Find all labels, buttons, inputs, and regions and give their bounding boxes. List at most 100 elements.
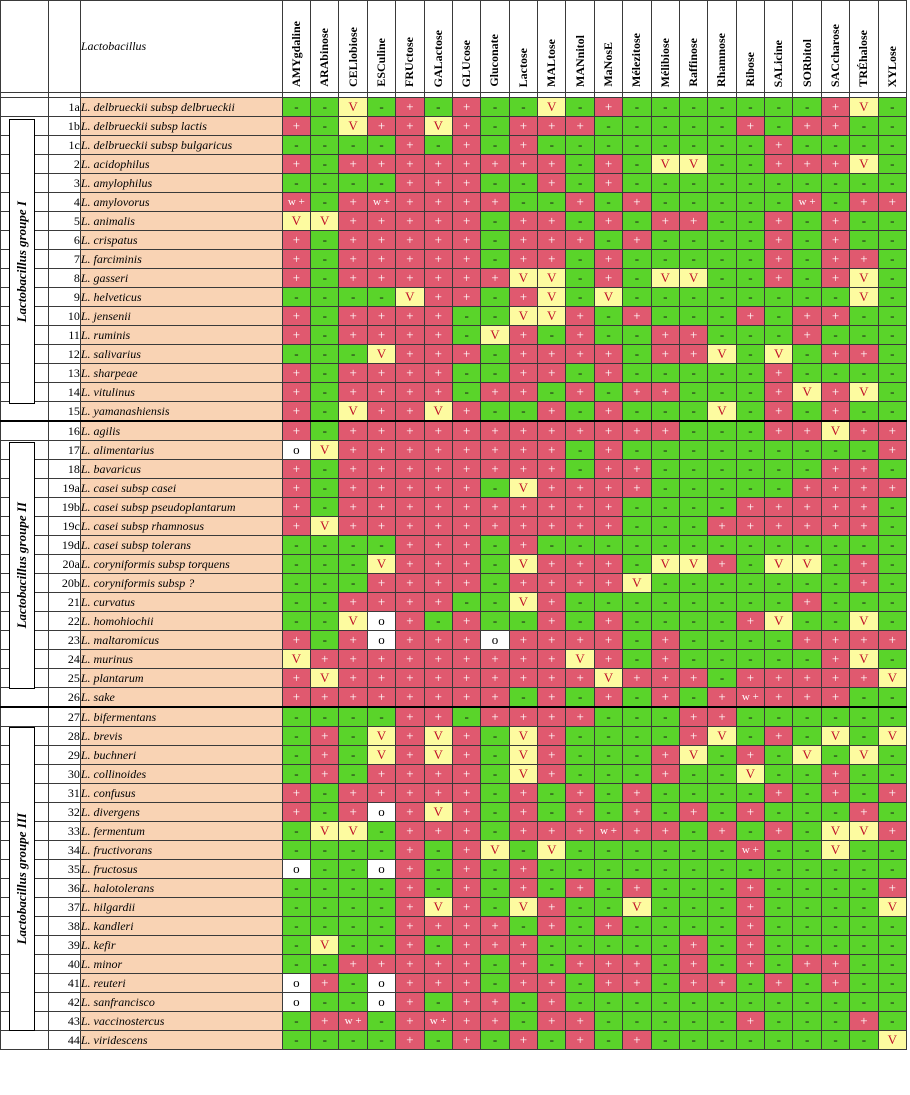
result-cell[interactable]: +	[593, 554, 624, 574]
result-cell[interactable]: -	[764, 954, 794, 974]
result-cell[interactable]: +	[451, 916, 482, 936]
result-cell[interactable]: V	[310, 516, 340, 536]
result-cell[interactable]: -	[650, 97, 680, 117]
result-cell[interactable]: -	[877, 268, 908, 288]
result-cell[interactable]: -	[678, 821, 709, 841]
result-cell[interactable]: V	[423, 401, 453, 422]
column-header[interactable]: ARAbinose	[310, 0, 340, 93]
result-cell[interactable]: +	[451, 420, 482, 441]
result-cell[interactable]: -	[622, 211, 652, 231]
result-cell[interactable]: +	[395, 592, 425, 612]
result-cell[interactable]: -	[707, 954, 737, 974]
result-cell[interactable]: -	[707, 878, 737, 898]
result-cell[interactable]: +	[366, 382, 397, 402]
result-cell[interactable]: -	[310, 401, 340, 422]
result-cell[interactable]: -	[678, 173, 709, 193]
result-cell[interactable]: +	[735, 306, 766, 326]
result-cell[interactable]: -	[735, 440, 766, 460]
result-cell[interactable]: -	[877, 116, 908, 136]
result-cell[interactable]: +	[281, 325, 312, 345]
result-cell[interactable]: -	[877, 649, 908, 669]
result-cell[interactable]: -	[707, 478, 737, 498]
result-cell[interactable]: -	[565, 268, 595, 288]
result-cell[interactable]: -	[508, 916, 539, 936]
result-cell[interactable]: -	[707, 116, 737, 136]
table-row[interactable]: 26 L. sake + + + + + + + + - + - + - + - + w + + + + - -	[0, 687, 908, 708]
result-cell[interactable]: -	[764, 440, 794, 460]
result-cell[interactable]: +	[395, 344, 425, 364]
result-cell[interactable]: V	[537, 268, 567, 288]
result-cell[interactable]: +	[820, 516, 851, 536]
result-cell[interactable]: +	[678, 706, 709, 727]
result-cell[interactable]: -	[423, 97, 453, 117]
result-cell[interactable]: +	[281, 249, 312, 269]
result-cell[interactable]: -	[565, 726, 595, 746]
result-cell[interactable]: -	[877, 764, 908, 784]
result-cell[interactable]: V	[338, 116, 368, 136]
result-cell[interactable]: +	[451, 230, 482, 250]
result-cell[interactable]: -	[735, 726, 766, 746]
result-cell[interactable]: +	[537, 764, 567, 784]
result-cell[interactable]: -	[707, 611, 737, 631]
result-cell[interactable]: +	[764, 135, 794, 155]
result-cell[interactable]: -	[593, 840, 624, 860]
result-cell[interactable]: -	[622, 611, 652, 631]
result-cell[interactable]: -	[480, 116, 510, 136]
table-row[interactable]: 3 L. amylophilus - - - - + + + - - + - + - - - - - - - - - -	[0, 173, 908, 193]
result-cell[interactable]: +	[820, 764, 851, 784]
result-cell[interactable]: -	[593, 1011, 624, 1031]
result-cell[interactable]: +	[707, 554, 737, 574]
result-cell[interactable]: V	[707, 344, 737, 364]
result-cell[interactable]: -	[820, 859, 851, 879]
result-cell[interactable]: -	[650, 287, 680, 307]
result-cell[interactable]: -	[678, 897, 709, 917]
result-cell[interactable]: +	[565, 497, 595, 517]
result-cell[interactable]: +	[451, 249, 482, 269]
result-cell[interactable]: -	[877, 135, 908, 155]
table-row[interactable]: 13 L. sharpeae + - + + + + - - + + - + - - - - - + - - - -	[0, 363, 908, 383]
result-cell[interactable]: +	[678, 344, 709, 364]
result-cell[interactable]: -	[565, 249, 595, 269]
result-cell[interactable]: -	[537, 783, 567, 803]
result-cell[interactable]: -	[338, 992, 368, 1012]
result-cell[interactable]: o	[281, 859, 312, 879]
result-cell[interactable]: +	[451, 630, 482, 650]
result-cell[interactable]: -	[565, 973, 595, 993]
result-cell[interactable]: +	[792, 668, 822, 688]
result-cell[interactable]: o	[281, 992, 312, 1012]
result-cell[interactable]: -	[707, 97, 737, 117]
result-cell[interactable]: +	[423, 592, 453, 612]
result-cell[interactable]: +	[281, 516, 312, 536]
result-cell[interactable]: V	[423, 116, 453, 136]
result-cell[interactable]: -	[565, 173, 595, 193]
result-cell[interactable]: -	[735, 382, 766, 402]
result-cell[interactable]: +	[310, 726, 340, 746]
result-cell[interactable]: -	[707, 573, 737, 593]
table-row[interactable]: 34 L. fructivorans - - - - + - + V - V - - - - - - w + - - V -…	[0, 840, 908, 860]
result-cell[interactable]: V	[508, 726, 539, 746]
result-cell[interactable]: +	[423, 668, 453, 688]
result-cell[interactable]: -	[310, 135, 340, 155]
result-cell[interactable]: +	[508, 1030, 539, 1050]
result-cell[interactable]: -	[366, 706, 397, 727]
result-cell[interactable]: -	[622, 268, 652, 288]
result-cell[interactable]: V	[537, 306, 567, 326]
result-cell[interactable]: +	[593, 97, 624, 117]
result-cell[interactable]: -	[622, 344, 652, 364]
result-cell[interactable]: -	[820, 916, 851, 936]
result-cell[interactable]: +	[451, 459, 482, 479]
result-cell[interactable]: w +	[338, 1011, 368, 1031]
result-cell[interactable]: -	[480, 97, 510, 117]
result-cell[interactable]: +	[764, 268, 794, 288]
result-cell[interactable]: +	[451, 859, 482, 879]
table-row[interactable]: 17 L. alimentarius o V + + + + + + + + - + - - - - - - - - - +	[0, 440, 908, 460]
result-cell[interactable]: +	[508, 954, 539, 974]
result-cell[interactable]: -	[281, 726, 312, 746]
result-cell[interactable]: +	[537, 992, 567, 1012]
result-cell[interactable]: -	[849, 840, 879, 860]
result-cell[interactable]: +	[338, 783, 368, 803]
table-row[interactable]: 30 L. collinoides - + - + + + + - V + - - - + - - V - - + - -	[0, 764, 908, 784]
result-cell[interactable]: +	[678, 954, 709, 974]
result-cell[interactable]: +	[565, 878, 595, 898]
result-cell[interactable]: +	[480, 382, 510, 402]
